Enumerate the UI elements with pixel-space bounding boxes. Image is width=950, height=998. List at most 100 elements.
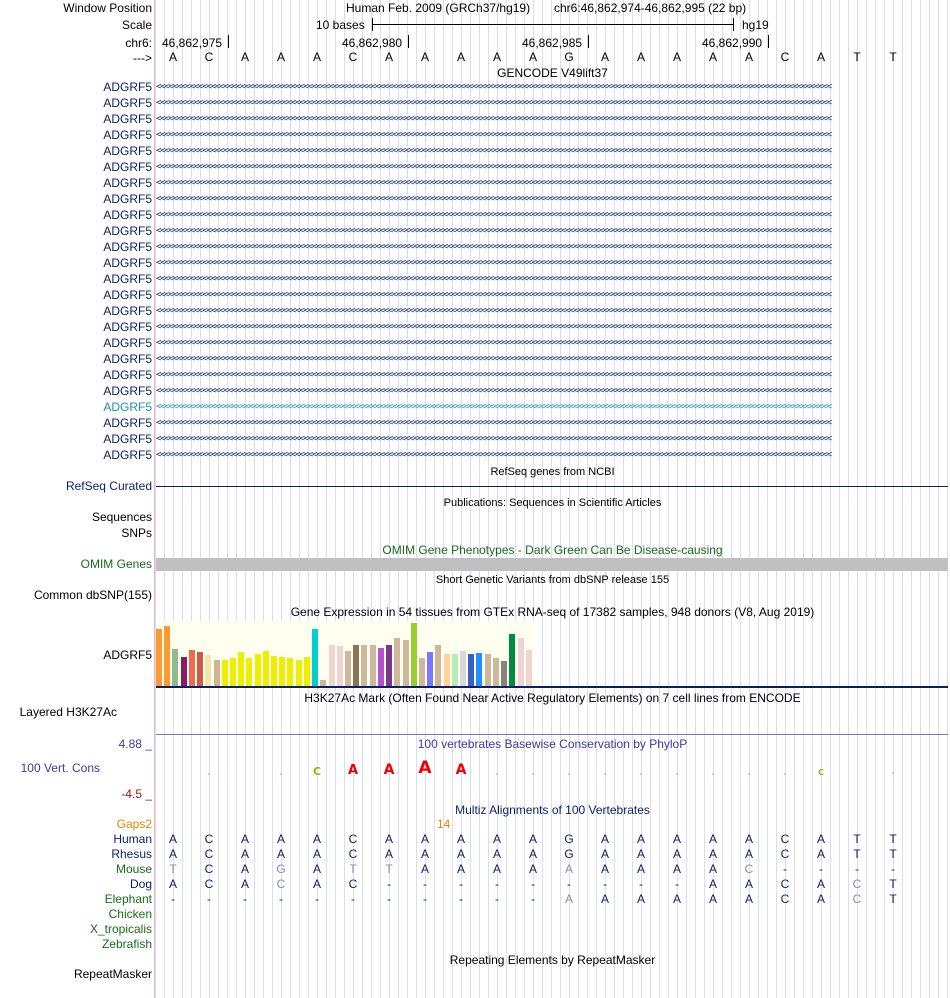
gencode-transcript-feature[interactable]: <<<<<<<<<<<<<<<<<<<<<<<<<<<<<<<<<<<<<<<<… <box>156 371 832 380</box>
gencode-transcript-label[interactable]: ADGRF5 <box>103 352 152 366</box>
gencode-transcript-feature[interactable]: <<<<<<<<<<<<<<<<<<<<<<<<<<<<<<<<<<<<<<<<… <box>156 403 832 412</box>
gtex-tissue-bar[interactable] <box>493 658 499 686</box>
gtex-tissue-bar[interactable] <box>312 629 318 686</box>
gtex-tissue-bar[interactable] <box>427 652 433 686</box>
gencode-transcript-label[interactable]: ADGRF5 <box>103 416 152 430</box>
repeatmasker-track-label[interactable]: RepeatMasker <box>73 967 152 981</box>
gencode-transcript-label[interactable]: ADGRF5 <box>103 288 152 302</box>
gencode-transcript-label[interactable]: ADGRF5 <box>103 176 152 190</box>
species-label[interactable]: Mouse <box>115 862 152 876</box>
species-label[interactable]: X_tropicalis <box>89 922 152 936</box>
gtex-tissue-bar[interactable] <box>263 651 269 686</box>
gencode-transcript-feature[interactable]: <<<<<<<<<<<<<<<<<<<<<<<<<<<<<<<<<<<<<<<<… <box>156 339 832 348</box>
gtex-tissue-bar[interactable] <box>230 658 236 686</box>
gencode-transcript-label[interactable]: ADGRF5 <box>103 208 152 222</box>
gtex-tissue-bar[interactable] <box>205 655 211 686</box>
h3k27ac-track-label[interactable]: Layered H3K27Ac <box>19 705 117 719</box>
gtex-tissue-bar[interactable] <box>394 638 400 686</box>
gtex-tissue-bar[interactable] <box>296 660 302 686</box>
publications-snps-label[interactable]: SNPs <box>121 526 152 540</box>
gencode-transcript-label[interactable]: ADGRF5 <box>103 224 152 238</box>
species-label[interactable]: Human <box>113 832 152 846</box>
gtex-tissue-bar[interactable] <box>509 634 515 686</box>
gtex-tissue-bar[interactable] <box>353 645 359 686</box>
gencode-transcript-feature[interactable]: <<<<<<<<<<<<<<<<<<<<<<<<<<<<<<<<<<<<<<<<… <box>156 83 832 92</box>
gencode-transcript-feature[interactable]: <<<<<<<<<<<<<<<<<<<<<<<<<<<<<<<<<<<<<<<<… <box>156 451 832 460</box>
gencode-transcript-feature[interactable]: <<<<<<<<<<<<<<<<<<<<<<<<<<<<<<<<<<<<<<<<… <box>156 179 832 188</box>
gencode-transcript-feature[interactable]: <<<<<<<<<<<<<<<<<<<<<<<<<<<<<<<<<<<<<<<<… <box>156 227 832 236</box>
gtex-tissue-bar[interactable] <box>279 657 285 686</box>
species-label[interactable]: Chicken <box>108 907 152 921</box>
species-label[interactable]: Zebrafish <box>101 937 152 951</box>
gencode-transcript-label[interactable]: ADGRF5 <box>103 128 152 142</box>
gencode-transcript-feature[interactable]: <<<<<<<<<<<<<<<<<<<<<<<<<<<<<<<<<<<<<<<<… <box>156 435 832 444</box>
gtex-tissue-bar[interactable] <box>361 645 367 686</box>
species-label[interactable]: Elephant <box>104 892 152 906</box>
gencode-transcript-label[interactable]: ADGRF5 <box>103 160 152 174</box>
gencode-transcript-label[interactable]: ADGRF5 <box>103 256 152 270</box>
gencode-title[interactable]: GENCODE V49lift37 <box>497 66 608 80</box>
cons-track-label[interactable]: 100 Vert. Cons <box>20 761 100 775</box>
gtex-tissue-bar[interactable] <box>320 680 326 686</box>
gencode-transcript-feature[interactable]: <<<<<<<<<<<<<<<<<<<<<<<<<<<<<<<<<<<<<<<<… <box>156 147 832 156</box>
gtex-tissue-bar[interactable] <box>287 658 293 686</box>
gtex-tissue-bar[interactable] <box>345 651 351 686</box>
gencode-transcript-feature[interactable]: <<<<<<<<<<<<<<<<<<<<<<<<<<<<<<<<<<<<<<<<… <box>156 307 832 316</box>
gtex-tissue-bar[interactable] <box>156 629 162 686</box>
gencode-transcript-label[interactable]: ADGRF5 <box>103 304 152 318</box>
gencode-transcript-feature[interactable]: <<<<<<<<<<<<<<<<<<<<<<<<<<<<<<<<<<<<<<<<… <box>156 163 832 172</box>
gtex-tissue-bar[interactable] <box>181 657 187 686</box>
gtex-tissue-bar[interactable] <box>501 661 507 686</box>
gencode-transcript-label[interactable]: ADGRF5 <box>103 192 152 206</box>
gtex-tissue-bar[interactable] <box>435 645 441 686</box>
gencode-transcript-label[interactable]: ADGRF5 <box>103 80 152 94</box>
gencode-transcript-label[interactable]: ADGRF5 <box>103 272 152 286</box>
omim-track-label[interactable]: OMIM Genes <box>80 557 152 571</box>
gtex-tissue-bar[interactable] <box>419 658 425 686</box>
gtex-tissue-bar[interactable] <box>238 652 244 686</box>
gtex-track-label[interactable]: ADGRF5 <box>103 648 152 662</box>
gencode-transcript-feature[interactable]: <<<<<<<<<<<<<<<<<<<<<<<<<<<<<<<<<<<<<<<<… <box>156 243 832 252</box>
publications-sequences-label[interactable]: Sequences <box>91 510 152 524</box>
gencode-transcript-feature[interactable]: <<<<<<<<<<<<<<<<<<<<<<<<<<<<<<<<<<<<<<<<… <box>156 355 832 364</box>
gencode-transcript-label[interactable]: ADGRF5 <box>103 336 152 350</box>
gtex-tissue-bar[interactable] <box>444 654 450 686</box>
dbsnp-track-label[interactable]: Common dbSNP(155) <box>33 588 152 602</box>
gencode-transcript-label[interactable]: ADGRF5 <box>103 448 152 462</box>
gencode-transcript-label[interactable]: ADGRF5 <box>103 240 152 254</box>
gtex-tissue-bar[interactable] <box>222 660 228 686</box>
gencode-transcript-feature[interactable]: <<<<<<<<<<<<<<<<<<<<<<<<<<<<<<<<<<<<<<<<… <box>156 419 832 428</box>
gencode-transcript-label[interactable]: ADGRF5 <box>103 400 152 414</box>
gtex-tissue-bar[interactable] <box>164 626 170 686</box>
species-label[interactable]: Rhesus <box>111 847 152 861</box>
gencode-transcript-feature[interactable]: <<<<<<<<<<<<<<<<<<<<<<<<<<<<<<<<<<<<<<<<… <box>156 275 832 284</box>
gtex-tissue-bar[interactable] <box>460 651 466 686</box>
gtex-tissue-bar[interactable] <box>378 648 384 686</box>
gtex-tissue-bar[interactable] <box>255 654 261 686</box>
gtex-tissue-bar[interactable] <box>411 623 417 686</box>
gencode-transcript-label[interactable]: ADGRF5 <box>103 432 152 446</box>
gencode-transcript-feature[interactable]: <<<<<<<<<<<<<<<<<<<<<<<<<<<<<<<<<<<<<<<<… <box>156 387 832 396</box>
gencode-transcript-feature[interactable]: <<<<<<<<<<<<<<<<<<<<<<<<<<<<<<<<<<<<<<<<… <box>156 291 832 300</box>
gtex-tissue-bar[interactable] <box>370 645 376 686</box>
gtex-bar-chart[interactable] <box>156 621 534 686</box>
gencode-transcript-feature[interactable]: <<<<<<<<<<<<<<<<<<<<<<<<<<<<<<<<<<<<<<<<… <box>156 259 832 268</box>
gtex-tissue-bar[interactable] <box>468 654 474 686</box>
gtex-tissue-bar[interactable] <box>214 660 220 686</box>
gencode-transcript-feature[interactable]: <<<<<<<<<<<<<<<<<<<<<<<<<<<<<<<<<<<<<<<<… <box>156 99 832 108</box>
gtex-tissue-bar[interactable] <box>189 650 195 686</box>
omim-feature[interactable] <box>156 558 948 571</box>
gtex-tissue-bar[interactable] <box>526 650 532 686</box>
gencode-transcript-label[interactable]: ADGRF5 <box>103 384 152 398</box>
gtex-tissue-bar[interactable] <box>197 652 203 686</box>
gtex-tissue-bar[interactable] <box>337 646 343 686</box>
gtex-tissue-bar[interactable] <box>271 656 277 686</box>
gencode-transcript-feature[interactable]: <<<<<<<<<<<<<<<<<<<<<<<<<<<<<<<<<<<<<<<<… <box>156 211 832 220</box>
gtex-tissue-bar[interactable] <box>518 638 524 686</box>
gtex-tissue-bar[interactable] <box>304 657 310 686</box>
gtex-tissue-bar[interactable] <box>246 658 252 686</box>
gtex-tissue-bar[interactable] <box>386 645 392 686</box>
species-label[interactable]: Dog <box>129 877 152 891</box>
gencode-transcript-label[interactable]: ADGRF5 <box>103 368 152 382</box>
refseq-track-label[interactable]: RefSeq Curated <box>65 479 152 493</box>
